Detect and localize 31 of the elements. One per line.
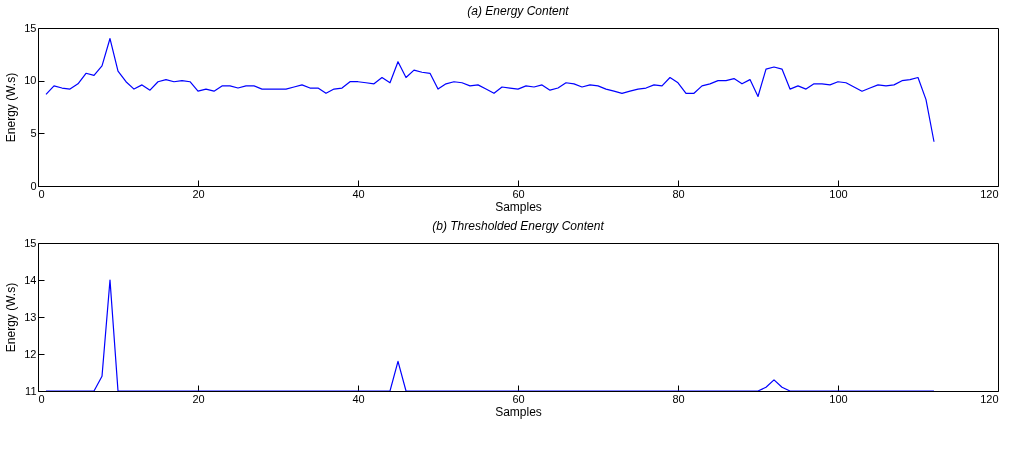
x-tick-label: 120 xyxy=(980,392,999,405)
y-tick-label: 15 xyxy=(24,236,37,249)
x-tick-label: 20 xyxy=(192,187,205,200)
x-axis-title: Samples xyxy=(495,199,542,214)
chart-title: (b) Thresholded Energy Content xyxy=(432,219,605,233)
x-tick-label: 40 xyxy=(352,187,365,200)
y-tick-label: 14 xyxy=(24,273,37,286)
y-axis-title: Energy (W.s) xyxy=(4,282,19,353)
x-tick-label: 60 xyxy=(512,392,525,405)
y-tick-label: 10 xyxy=(24,74,37,87)
y-tick-label: 12 xyxy=(24,347,37,360)
y-tick-label: 13 xyxy=(24,310,37,323)
x-tick-label: 100 xyxy=(829,392,848,405)
y-axis-title: Energy (W.s) xyxy=(4,72,19,143)
x-tick-label: 20 xyxy=(192,392,205,405)
x-tick-label: 60 xyxy=(512,187,525,200)
x-axis-title: Samples xyxy=(495,404,542,419)
y-tick-label: 0 xyxy=(30,179,37,192)
y-tick-label: 5 xyxy=(30,126,37,139)
y-tick-label: 11 xyxy=(25,384,37,397)
x-tick-label: 40 xyxy=(352,392,365,405)
line-series xyxy=(45,37,935,143)
x-tick-label: 80 xyxy=(672,187,685,200)
x-tick-label: 120 xyxy=(980,187,999,200)
x-tick-label: 0 xyxy=(38,187,45,200)
x-tick-label: 80 xyxy=(672,392,685,405)
x-tick-label: 100 xyxy=(829,187,848,200)
chart-title: (a) Energy Content xyxy=(467,4,570,18)
y-tick-label: 15 xyxy=(24,21,37,34)
line-series xyxy=(45,279,935,391)
x-tick-label: 0 xyxy=(38,392,45,405)
